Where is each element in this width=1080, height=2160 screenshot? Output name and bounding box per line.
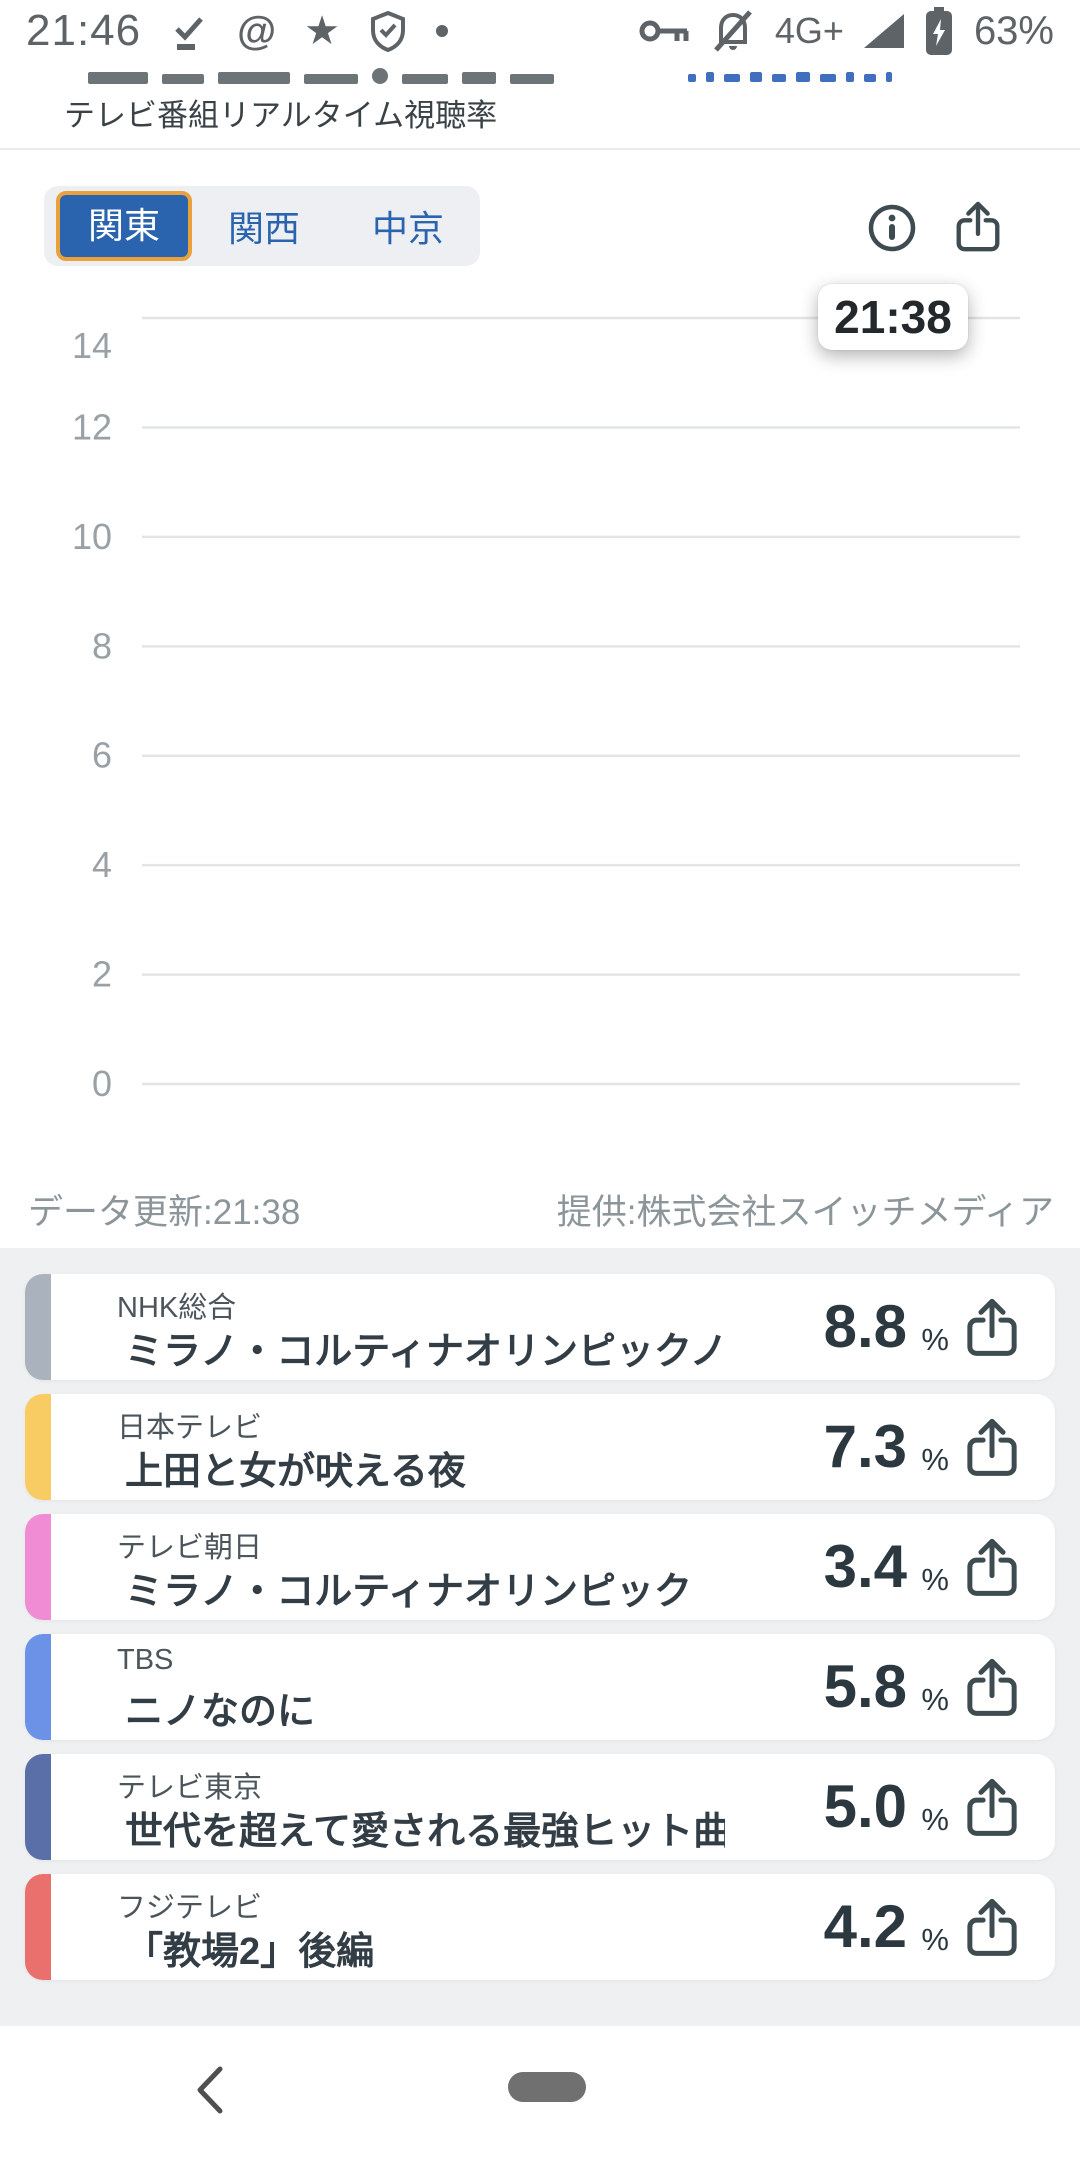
y-axis-tick-label: 10 — [72, 516, 112, 557]
check-underline-icon — [175, 17, 203, 50]
channel-card-tvasahi: テレビ朝日 ミラノ・コルティナオリンピック 3.4 % — [25, 1514, 1055, 1620]
share-chart-button[interactable] — [952, 201, 1004, 254]
provider-label: 提供:株式会社スイッチメディア — [556, 1193, 1054, 1232]
percent-label: % — [921, 1562, 949, 1597]
battery-percent: 63% — [973, 8, 1054, 53]
rating-value: 8.8 — [823, 1293, 907, 1360]
channel-card-ntv: 日本テレビ 上田と女が吠える夜 7.3 % — [25, 1394, 1055, 1500]
share-button[interactable] — [963, 1898, 1021, 1960]
notifications-off-icon — [714, 10, 752, 52]
clipped-title-fragments — [88, 66, 554, 84]
y-axis-tick-label: 4 — [92, 844, 112, 885]
cursor-tooltip: 21:38 — [818, 284, 968, 350]
rating-value: 7.3 — [823, 1413, 907, 1480]
signal-icon — [863, 14, 904, 48]
percent-label: % — [921, 1442, 949, 1477]
info-button[interactable] — [866, 202, 918, 254]
status-bar: 21:46 @ ★ — [0, 0, 1080, 62]
channel-card-nhk: NHK総合 ミラノ・コルティナオリンピックノルディ… 8.8 % — [25, 1274, 1055, 1380]
program-title: 上田と女が吠える夜 — [125, 1451, 466, 1493]
channel-name: NHK総合 — [117, 1292, 237, 1324]
clock: 21:46 — [26, 6, 142, 55]
data-updated-label: データ更新:21:38 — [28, 1193, 301, 1232]
program-title: 世代を超えて愛される最強ヒット曲100連… — [125, 1811, 725, 1853]
chart-footer: データ更新:21:38 提供:株式会社スイッチメディア — [0, 1184, 1080, 1232]
share-icon — [956, 201, 1000, 252]
percent-label: % — [921, 1322, 949, 1357]
shield-check-icon — [370, 10, 405, 52]
percent-label: % — [921, 1922, 949, 1957]
threads-icon: @ — [237, 9, 277, 53]
channel-name: TBS — [117, 1644, 174, 1676]
program-title: 「教場2」後編 — [125, 1931, 375, 1973]
chart-svg: 0 2 4 6 8 10 12 14 — [72, 316, 1020, 1104]
channel-name: テレビ東京 — [117, 1772, 263, 1804]
rating-value: 5.0 — [823, 1773, 907, 1840]
y-axis-tick-label: 14 — [72, 325, 112, 366]
clipped-link-fragments — [688, 70, 892, 82]
y-axis-tick-label: 6 — [92, 735, 112, 776]
key-icon — [639, 20, 689, 42]
channel-card-fujitv: フジテレビ 「教場2」後編 4.2 % — [25, 1874, 1055, 1980]
share-button[interactable] — [963, 1778, 1021, 1840]
share-button[interactable] — [963, 1418, 1021, 1480]
program-title: ミラノ・コルティナオリンピック — [125, 1571, 692, 1613]
share-button[interactable] — [963, 1538, 1021, 1600]
back-icon[interactable] — [192, 2064, 226, 2116]
rating-value: 4.2 — [823, 1893, 907, 1960]
channel-color-bar — [25, 1634, 51, 1740]
y-axis-tick-label: 2 — [92, 954, 112, 995]
y-axis-tick-label: 0 — [92, 1063, 112, 1104]
channel-card-tvtokyo: テレビ東京 世代を超えて愛される最強ヒット曲100連… 5.0 % — [25, 1754, 1055, 1860]
share-button[interactable] — [963, 1658, 1021, 1720]
channel-color-bar — [25, 1394, 51, 1500]
battery-charging-icon — [925, 7, 952, 55]
app-header: テレビ番組リアルタイム視聴率 — [0, 62, 1080, 150]
channel-color-bar — [25, 1754, 51, 1860]
rating-value: 5.8 — [823, 1653, 907, 1720]
system-navbar — [0, 2026, 1080, 2160]
region-tabbar: 関東 関西 中京 — [44, 186, 480, 266]
x-axis-labels — [0, 1134, 1080, 1178]
chart-actions — [866, 201, 1004, 254]
program-title: ニノなのに — [125, 1691, 316, 1733]
tab-kanto[interactable]: 関東 — [56, 191, 192, 261]
channel-color-bar — [25, 1874, 51, 1980]
channel-name: テレビ朝日 — [117, 1532, 263, 1564]
percent-label: % — [921, 1682, 949, 1717]
channel-color-bar — [25, 1514, 51, 1620]
channel-name: 日本テレビ — [117, 1412, 263, 1444]
info-icon — [868, 204, 916, 252]
tab-chukyo[interactable]: 中京 — [371, 208, 444, 249]
share-button[interactable] — [963, 1298, 1021, 1360]
star-icon: ★ — [304, 9, 340, 53]
channel-list: NHK総合 ミラノ・コルティナオリンピックノルディ… 8.8 % 日本テレビ 上… — [0, 1248, 1080, 2026]
rating-value: 3.4 — [823, 1533, 907, 1600]
channel-color-bar — [25, 1274, 51, 1380]
page-title: テレビ番組リアルタイム視聴率 — [64, 98, 498, 133]
ratings-chart[interactable]: 0 2 4 6 8 10 12 14 — [0, 270, 1080, 1132]
channel-card-tbs: TBS ニノなのに 5.8 % — [25, 1634, 1055, 1740]
channel-name: フジテレビ — [117, 1892, 263, 1924]
program-title: ミラノ・コルティナオリンピックノルディ… — [125, 1331, 725, 1373]
tab-kansai[interactable]: 関西 — [227, 208, 300, 249]
y-axis-tick-label: 12 — [72, 406, 112, 447]
home-handle[interactable] — [508, 2072, 586, 2102]
y-axis-tick-label: 8 — [92, 625, 112, 666]
dot-icon — [435, 25, 448, 37]
network-type: 4G+ — [774, 10, 844, 51]
percent-label: % — [921, 1802, 949, 1837]
